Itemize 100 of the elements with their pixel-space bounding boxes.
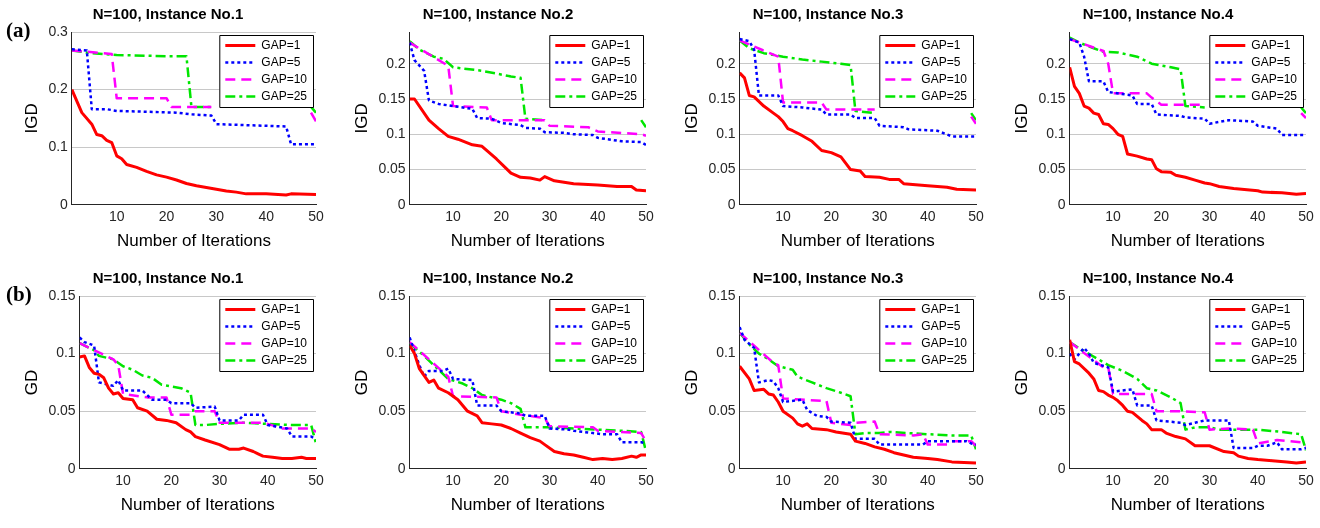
x-tick-label: 20 [1153,208,1170,225]
legend-label: GAP=10 [591,335,638,350]
y-tick-label: 0.05 [708,160,736,177]
y-tick-label: 0 [727,195,736,212]
y-axis-title: IGD [351,103,371,134]
x-tick-label: 20 [493,208,510,225]
y-tick-label: 0.2 [386,54,406,71]
legend-label: GAP=10 [261,71,308,86]
x-tick-label: 30 [211,472,228,489]
legend-label: GAP=25 [261,88,308,103]
x-tick-label: 10 [115,472,132,489]
x-axis-title: Number of Iterations [780,231,935,251]
legend-label: GAP=5 [261,54,301,69]
x-tick-label: 20 [823,208,840,225]
y-tick-label: 0.15 [708,286,736,303]
x-tick-label: 20 [158,208,175,225]
x-tick-label: 50 [638,472,654,489]
legend-label: GAP=5 [1251,318,1291,333]
x-tick-label: 40 [258,208,275,225]
legend-label: GAP=5 [261,318,301,333]
y-tick-label: 0.05 [1038,402,1066,419]
x-tick-label: 10 [775,208,792,225]
legend-label: GAP=1 [591,301,631,316]
x-tick-label: 40 [919,208,936,225]
y-tick-label: 0.1 [386,344,406,361]
legend-label: GAP=25 [591,352,638,367]
x-tick-label: 20 [823,472,840,489]
y-tick-label: 0.2 [48,80,69,97]
y-axis-title: GD [351,369,371,396]
x-tick-label: 30 [1201,208,1218,225]
x-axis-title: Number of Iterations [120,495,275,515]
y-tick-label: 0 [397,195,406,212]
y-tick-label: 0.05 [708,402,736,419]
legend-label: GAP=10 [1251,71,1298,86]
y-axis-title: GD [1011,369,1031,396]
x-axis-title: Number of Iterations [116,231,271,251]
legend-label: GAP=1 [1251,301,1291,316]
legend-label: GAP=25 [921,88,968,103]
text: (b) [6,282,32,307]
y-axis-title: GD [681,369,701,396]
legend-label: GAP=1 [1251,37,1291,52]
x-tick-label: 50 [968,208,984,225]
legend-label: GAP=25 [591,88,638,103]
x-tick-label: 30 [871,208,888,225]
y-tick-label: 0.15 [1038,89,1066,106]
chart-title: N=100, Instance No.1 [92,269,244,287]
x-axis-title: Number of Iterations [450,495,605,515]
legend-label: GAP=1 [261,37,301,52]
chart-title: N=100, Instance No.4 [1082,5,1234,23]
x-tick-label: 10 [1105,472,1122,489]
x-tick-label: 30 [208,208,225,225]
x-tick-label: 40 [919,472,936,489]
x-tick-label: 10 [1105,208,1122,225]
y-tick-label: 0 [60,195,69,212]
x-tick-label: 30 [541,208,558,225]
y-tick-label: 0.1 [716,125,736,142]
x-tick-label: 20 [493,472,510,489]
legend-label: GAP=10 [261,335,308,350]
y-axis-title: GD [21,369,41,396]
y-tick-label: 0.05 [1038,160,1066,177]
x-axis-title: Number of Iterations [780,495,935,515]
chart-title: N=100, Instance No.2 [422,5,574,23]
x-tick-label: 40 [589,208,606,225]
legend-label: GAP=25 [261,352,308,367]
legend-label: GAP=5 [591,54,631,69]
x-tick-label: 10 [445,472,462,489]
legend-label: GAP=5 [921,54,961,69]
x-axis-title: Number of Iterations [1110,231,1265,251]
chart-title: N=100, Instance No.1 [92,5,244,23]
y-tick-label: 0.1 [1046,125,1066,142]
y-tick-label: 0.15 [1038,286,1066,303]
y-tick-label: 0.05 [378,160,406,177]
y-axis-title: IGD [21,103,41,134]
y-tick-label: 0.1 [56,344,76,361]
y-tick-label: 0.15 [708,89,736,106]
legend-label: GAP=10 [921,71,968,86]
y-tick-label: 0.2 [1046,54,1066,71]
x-tick-label: 40 [1249,472,1266,489]
legend-label: GAP=5 [1251,54,1291,69]
x-axis-title: Number of Iterations [1110,495,1265,515]
x-tick-label: 10 [108,208,125,225]
legend-label: GAP=1 [921,301,961,316]
x-tick-label: 50 [308,208,324,225]
y-tick-label: 0 [397,459,406,476]
line-series [1069,37,1306,137]
x-tick-label: 40 [1249,208,1266,225]
x-tick-label: 50 [638,208,654,225]
legend-label: GAP=25 [1251,352,1298,367]
y-tick-label: 0.05 [378,402,406,419]
x-tick-label: 30 [541,472,558,489]
legend-label: GAP=1 [921,37,961,52]
x-tick-label: 20 [163,472,180,489]
text: (a) [6,18,31,43]
legend-label: GAP=5 [921,318,961,333]
legend-label: GAP=10 [1251,335,1298,350]
y-tick-label: 0.3 [48,22,69,39]
y-axis-title: IGD [681,103,701,134]
x-tick-label: 50 [1298,208,1314,225]
legend-label: GAP=10 [591,71,638,86]
chart-title: N=100, Instance No.3 [752,269,904,287]
